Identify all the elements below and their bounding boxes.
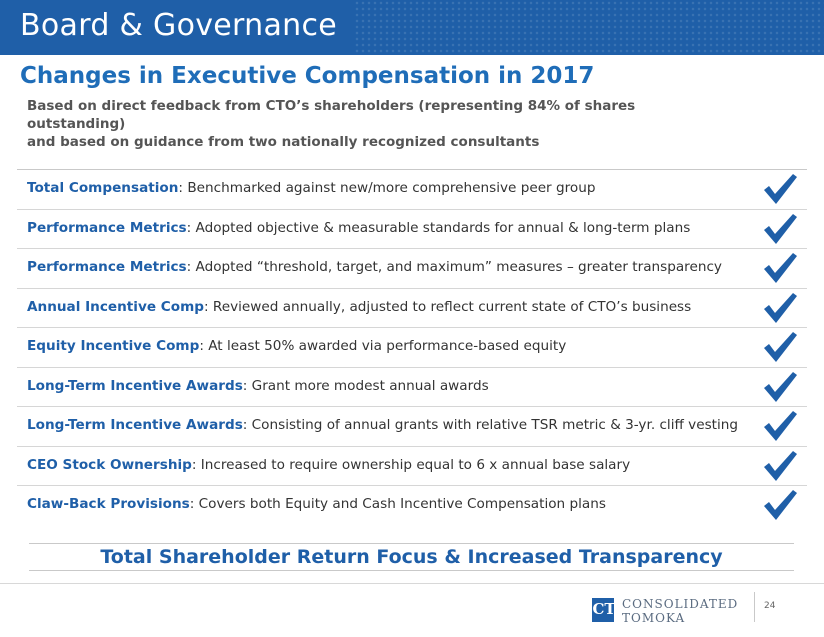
logo-line-1: CONSOLIDATED (622, 597, 739, 611)
focus-statement: Total Shareholder Return Focus & Increas… (100, 546, 723, 568)
checkmark-icon (764, 450, 797, 481)
item-text: : Adopted “threshold, target, and maximu… (186, 259, 722, 275)
footer-rule (0, 583, 824, 584)
compensation-change-list: Total Compensation: Benchmarked against … (17, 169, 807, 525)
checkmark-icon (764, 371, 797, 402)
list-item: Performance Metrics: Adopted “threshold,… (17, 249, 807, 289)
footer-divider (754, 592, 755, 622)
subtitle-line-1: Based on direct feedback from CTO’s shar… (27, 98, 636, 132)
header-pattern (354, 0, 824, 55)
item-text: : Reviewed annually, adjusted to reflect… (204, 298, 692, 315)
item-key: Total Compensation (27, 180, 179, 196)
item-text: : Covers both Equity and Cash Incentive … (189, 496, 606, 512)
item-key: Performance Metrics (27, 259, 187, 275)
item-key: Performance Metrics (27, 219, 187, 236)
page-title: Changes in Executive Compensation in 201… (20, 63, 595, 89)
list-item: Long-Term Incentive Awards: Grant more m… (17, 368, 807, 407)
checkmark-icon (764, 213, 797, 244)
checkmark-icon (764, 332, 797, 362)
subtitle-line-2: and based on guidance from two nationall… (27, 134, 540, 150)
logo-mark-text: CT (592, 600, 616, 618)
item-text: : Grant more modest annual awards (242, 377, 489, 394)
checkmark-icon (764, 292, 797, 323)
list-item: Long-Term Incentive Awards: Consisting o… (17, 407, 807, 447)
list-item: Performance Metrics: Adopted objective &… (17, 210, 807, 249)
logo-mark-icon (592, 598, 614, 622)
focus-statement-bar: Total Shareholder Return Focus & Increas… (29, 543, 794, 571)
item-key: Equity Incentive Comp (27, 338, 200, 354)
checkmark-icon (764, 490, 797, 520)
section-title: Board & Governance (20, 8, 338, 43)
checkmark-icon (764, 253, 797, 283)
checkmark-icon (764, 174, 797, 204)
list-item: Claw-Back Provisions: Covers both Equity… (17, 486, 807, 525)
item-text: : Consisting of annual grants with relat… (242, 417, 739, 433)
list-item: Total Compensation: Benchmarked against … (17, 170, 807, 210)
list-item: CEO Stock Ownership: Increased to requir… (17, 447, 807, 486)
list-item: Equity Incentive Comp: At least 50% awar… (17, 328, 807, 368)
item-text: : Increased to require ownership equal t… (191, 456, 631, 473)
item-key: Long-Term Incentive Awards (27, 377, 243, 394)
checkmark-icon (764, 411, 797, 441)
item-text: : Benchmarked against new/more comprehen… (178, 180, 596, 196)
subtitle: Based on direct feedback from CTO’s shar… (27, 97, 707, 151)
item-key: Claw-Back Provisions (27, 496, 190, 512)
item-text: : At least 50% awarded via performance-b… (199, 338, 567, 354)
page-number: 24 (764, 601, 776, 611)
list-item: Annual Incentive Comp: Reviewed annually… (17, 289, 807, 328)
item-key: CEO Stock Ownership (27, 456, 192, 473)
logo-line-2: TOMOKA (622, 611, 686, 625)
item-text: : Adopted objective & measurable standar… (186, 219, 691, 236)
item-key: Long-Term Incentive Awards (27, 417, 243, 433)
item-key: Annual Incentive Comp (27, 298, 204, 315)
company-logo: CT CONSOLIDATED TOMOKA (592, 594, 752, 628)
header-band: Board & Governance (0, 0, 824, 55)
